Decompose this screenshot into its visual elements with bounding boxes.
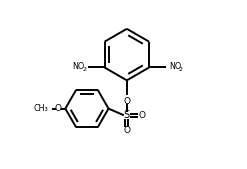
Text: CH₃: CH₃ xyxy=(34,104,49,113)
Text: O: O xyxy=(139,111,146,120)
Text: S: S xyxy=(124,110,130,120)
Text: O: O xyxy=(123,97,130,106)
Text: O: O xyxy=(123,126,130,135)
Text: 2: 2 xyxy=(82,67,86,72)
Text: O: O xyxy=(55,104,62,113)
Text: 2: 2 xyxy=(178,67,182,72)
Text: NO: NO xyxy=(169,62,181,71)
Text: NO: NO xyxy=(73,62,85,71)
